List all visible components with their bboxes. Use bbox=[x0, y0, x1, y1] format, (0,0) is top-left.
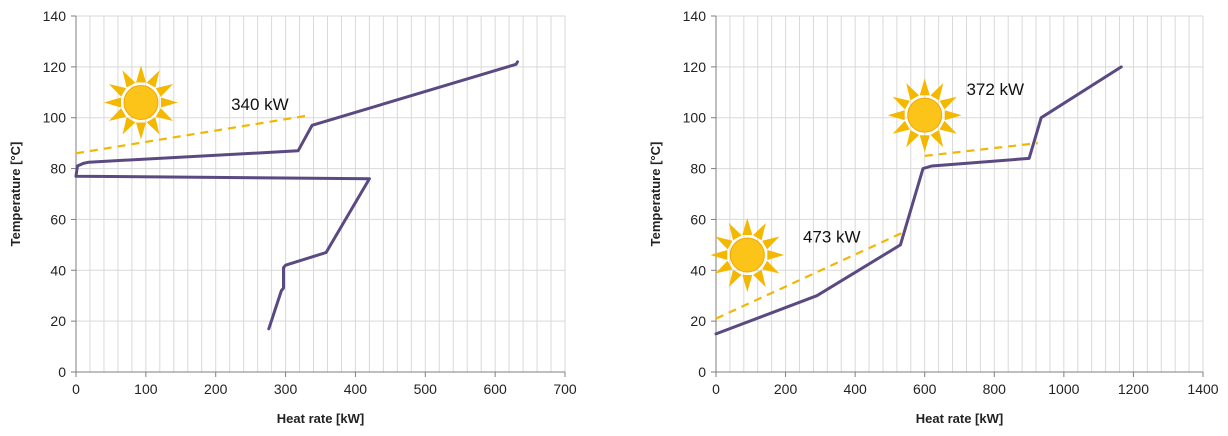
sun-ray bbox=[742, 218, 753, 235]
sun-icon bbox=[104, 65, 178, 140]
x-tick-label: 0 bbox=[72, 381, 80, 397]
y-tick-label: 60 bbox=[50, 211, 66, 227]
sun-ray bbox=[155, 108, 173, 121]
sun-ray bbox=[887, 110, 905, 121]
x-tick-label: 100 bbox=[134, 381, 158, 397]
sun-ray bbox=[906, 83, 919, 101]
sun-ray bbox=[742, 275, 753, 292]
sun-ray bbox=[146, 117, 160, 135]
y-tick-label: 20 bbox=[690, 313, 706, 329]
y-tick-label: 60 bbox=[690, 211, 706, 227]
sun-ray bbox=[939, 96, 957, 110]
y-tick-label: 140 bbox=[43, 8, 67, 24]
sun-ray bbox=[710, 250, 728, 260]
dashed-line-series bbox=[715, 231, 905, 320]
y-tick-label: 100 bbox=[43, 110, 67, 126]
sun-disc bbox=[123, 84, 159, 120]
y-axis-title: Temperature [°C] bbox=[648, 142, 663, 247]
x-tick-label: 500 bbox=[414, 381, 438, 397]
sun-icon bbox=[710, 218, 785, 292]
y-tick-label: 120 bbox=[683, 59, 707, 75]
sun-disc bbox=[907, 97, 943, 133]
x-axis-title: Heat rate [kW] bbox=[916, 411, 1003, 426]
sun-ray bbox=[906, 130, 919, 148]
sun-ray bbox=[108, 108, 127, 121]
x-tick-label: 200 bbox=[774, 381, 798, 397]
y-tick-label: 40 bbox=[690, 262, 706, 278]
chart-1: 0 100 200 300 400 500 600 700 0 20 40 60 80 100 120 140… bbox=[8, 8, 577, 426]
sun-ray bbox=[728, 223, 742, 241]
annotation-label: 372 kW bbox=[966, 80, 1024, 99]
sun-ray bbox=[104, 97, 121, 108]
sun-ray bbox=[715, 260, 733, 274]
x-tick-label: 600 bbox=[483, 381, 507, 397]
sun-ray bbox=[892, 96, 910, 110]
sun-ray bbox=[136, 65, 146, 83]
sun-ray bbox=[146, 70, 160, 88]
sun-ray bbox=[122, 117, 136, 135]
sun-ray bbox=[930, 130, 944, 148]
curve-series bbox=[714, 65, 1123, 336]
sun-ray bbox=[919, 78, 930, 96]
sun-ray bbox=[753, 269, 766, 288]
annotation-label: 473 kW bbox=[803, 227, 861, 246]
sun-ray bbox=[728, 269, 742, 288]
y-tick-label: 140 bbox=[683, 8, 707, 24]
sun-ray bbox=[762, 236, 780, 250]
y-tick-label: 80 bbox=[50, 161, 66, 177]
sun-ray bbox=[930, 83, 944, 101]
sun-disc bbox=[729, 237, 765, 273]
y-tick-label: 100 bbox=[683, 110, 707, 126]
x-tick-label: 1000 bbox=[1048, 381, 1079, 397]
dashed-line-series bbox=[75, 114, 311, 155]
curve-series bbox=[74, 60, 519, 331]
sun-ray bbox=[161, 97, 178, 108]
y-tick-label: 0 bbox=[58, 364, 66, 380]
y-tick-label: 40 bbox=[50, 262, 66, 278]
chart-2: 0 200 400 600 800 1000 1200 1400 0 20 40 60 80 100 120… bbox=[648, 8, 1219, 426]
sun-ray bbox=[122, 70, 136, 88]
x-tick-label: 1200 bbox=[1118, 381, 1149, 397]
x-tick-label: 600 bbox=[913, 381, 937, 397]
sun-ray bbox=[136, 122, 146, 140]
x-tick-label: 700 bbox=[553, 381, 577, 397]
sun-ray bbox=[919, 135, 930, 153]
sun-ray bbox=[108, 84, 127, 97]
annotation-label: 340 kW bbox=[231, 95, 289, 114]
y-axis-title: Temperature [°C] bbox=[8, 142, 23, 247]
x-axis-title: Heat rate [kW] bbox=[277, 411, 364, 426]
y-tick-label: 120 bbox=[43, 59, 67, 75]
y-tick-label: 80 bbox=[690, 161, 706, 177]
y-tick-label: 0 bbox=[698, 364, 706, 380]
sun-icon bbox=[887, 78, 962, 153]
sun-ray bbox=[155, 84, 173, 97]
x-tick-label: 0 bbox=[712, 381, 720, 397]
sun-ray bbox=[767, 250, 785, 260]
x-tick-label: 400 bbox=[843, 381, 867, 397]
sun-ray bbox=[762, 260, 780, 274]
sun-ray bbox=[944, 110, 962, 121]
x-tick-label: 400 bbox=[344, 381, 368, 397]
x-tick-label: 1400 bbox=[1187, 381, 1218, 397]
sun-ray bbox=[753, 223, 766, 241]
sun-ray bbox=[892, 120, 910, 134]
sun-ray bbox=[939, 120, 957, 134]
x-tick-label: 800 bbox=[983, 381, 1007, 397]
dashed-line-series bbox=[924, 142, 1038, 157]
sun-ray bbox=[715, 236, 733, 250]
x-tick-label: 300 bbox=[274, 381, 298, 397]
x-tick-label: 200 bbox=[204, 381, 228, 397]
y-tick-label: 20 bbox=[50, 313, 66, 329]
